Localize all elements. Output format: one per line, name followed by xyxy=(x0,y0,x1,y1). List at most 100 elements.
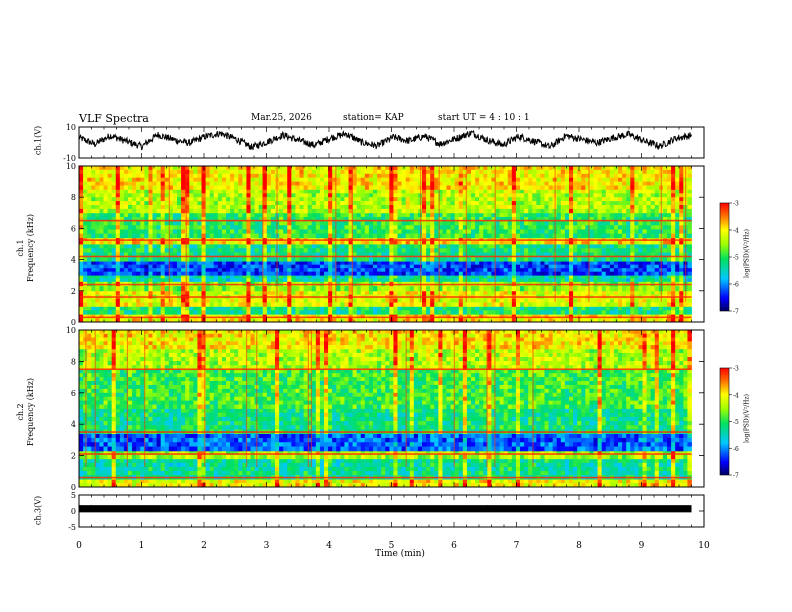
spectrogram-cell xyxy=(107,248,113,253)
spectrogram-cell xyxy=(87,229,92,234)
spectrogram-cell xyxy=(128,256,133,262)
spectrogram-cell xyxy=(438,197,443,202)
spectrogram-cell xyxy=(544,193,549,198)
spectrogram-cell xyxy=(340,248,345,253)
spectrogram-cell xyxy=(430,314,435,319)
spectrogram-cell xyxy=(397,306,402,311)
spectrogram-cell xyxy=(368,278,374,282)
spectrogram-cell xyxy=(373,268,378,273)
spectrogram-cell xyxy=(340,189,345,194)
spectrogram-cell xyxy=(528,248,533,253)
spectrogram-cell xyxy=(360,261,366,266)
spectrogram-cell xyxy=(319,302,325,307)
spectrogram-cell xyxy=(352,310,358,315)
spectrogram-cell xyxy=(348,261,353,266)
spectrogram-cell xyxy=(319,275,325,279)
spectrogram-cell xyxy=(132,233,137,239)
spectrogram-cell xyxy=(503,298,509,303)
spectrogram-cell xyxy=(426,261,431,266)
spectrogram-cell xyxy=(577,278,582,282)
spectrogram-cell xyxy=(548,233,554,239)
spectrogram-cell xyxy=(103,252,108,258)
spectrogram-cell xyxy=(671,216,676,222)
spectrogram-cell xyxy=(340,268,345,273)
spectrogram-cell xyxy=(520,193,525,198)
spectrogram-cell xyxy=(622,193,627,198)
spectrogram-cell xyxy=(107,212,113,218)
spectrogram-cell xyxy=(115,286,121,292)
spectrogram-cell xyxy=(140,318,145,323)
spectrogram-cell xyxy=(221,216,227,222)
spectrogram-cell xyxy=(287,318,292,323)
spectrogram-cell xyxy=(475,193,480,198)
spectrogram-cell xyxy=(613,221,619,226)
spectrogram-cell xyxy=(679,268,684,273)
spectrogram-cell xyxy=(499,197,505,202)
y-tick-label: 10 xyxy=(66,123,76,132)
spectrogram-cell xyxy=(242,278,247,282)
spectrogram-cell xyxy=(662,298,668,303)
spectrogram-cell xyxy=(405,275,411,279)
spectrogram-cell xyxy=(99,306,104,311)
spectrogram-cell xyxy=(471,314,476,319)
spectrogram-cell xyxy=(462,302,468,307)
spectrogram-cell xyxy=(585,306,590,311)
spectrogram-cell xyxy=(609,271,615,276)
spectrogram-cell xyxy=(654,244,660,249)
spectrogram-cell xyxy=(270,252,276,258)
spectrogram-cell xyxy=(217,298,223,303)
spectrogram-cell xyxy=(226,310,231,315)
spectrogram-cell xyxy=(172,233,178,239)
spectrogram-cell xyxy=(593,229,598,234)
spectrogram-cell xyxy=(601,201,607,206)
spectrogram-cell xyxy=(254,271,260,276)
spectrogram-cell xyxy=(234,264,239,269)
spectrogram-cell xyxy=(385,229,390,234)
spectrogram-cell xyxy=(601,225,607,230)
spectrogram-cell xyxy=(495,216,500,222)
spectrogram-cell xyxy=(609,298,615,303)
spectrogram-cell xyxy=(193,212,198,218)
spectrogram-cell xyxy=(450,248,456,253)
spectrogram-cell xyxy=(573,221,578,226)
spectrogram-cell xyxy=(377,271,382,276)
spectrogram-cell xyxy=(479,298,484,303)
spectrogram-cell xyxy=(344,205,349,210)
spectrogram-cell xyxy=(364,298,370,303)
spectrogram-cell xyxy=(226,212,231,218)
spectrogram-cell xyxy=(87,212,92,218)
spectrogram-cell xyxy=(115,225,121,230)
spectrogram-cell xyxy=(238,229,243,234)
spectrogram-cell xyxy=(258,306,264,311)
spectrogram-cell xyxy=(140,310,145,315)
spectrogram-cell xyxy=(132,261,137,266)
spectrogram-cell xyxy=(532,229,537,234)
spectrogram-cell xyxy=(258,216,264,222)
spectrogram-cell xyxy=(471,244,476,249)
spectrogram-cell xyxy=(283,318,288,323)
spectrogram-cell xyxy=(532,252,537,258)
spectrogram-cell xyxy=(230,197,235,202)
spectrogram-cell xyxy=(262,225,268,230)
spectrogram-cell xyxy=(152,275,157,279)
spectrogram-cell xyxy=(111,189,117,194)
spectrogram-cell xyxy=(311,229,317,234)
spectrogram-cell xyxy=(193,286,198,292)
spectrogram-cell xyxy=(299,205,304,210)
spectrogram-cell xyxy=(454,193,460,198)
spectrogram-cell xyxy=(140,221,145,226)
spectrogram-cell xyxy=(564,261,570,266)
spectrogram-cell xyxy=(344,264,349,269)
spectrogram-cell xyxy=(601,252,607,258)
spectrogram-cell xyxy=(577,256,582,262)
spectrogram-cell xyxy=(687,256,692,262)
spectrogram-cell xyxy=(507,290,513,296)
spectrogram-cell xyxy=(148,244,153,249)
spectrogram-cell xyxy=(164,229,170,234)
spectrogram-cell xyxy=(79,233,84,239)
spectrogram-cell xyxy=(491,240,496,245)
spectrogram-cell xyxy=(287,201,292,206)
spectrogram-cell xyxy=(217,275,223,279)
spectrogram-cell xyxy=(360,314,366,319)
spectrogram-cell xyxy=(356,310,362,315)
